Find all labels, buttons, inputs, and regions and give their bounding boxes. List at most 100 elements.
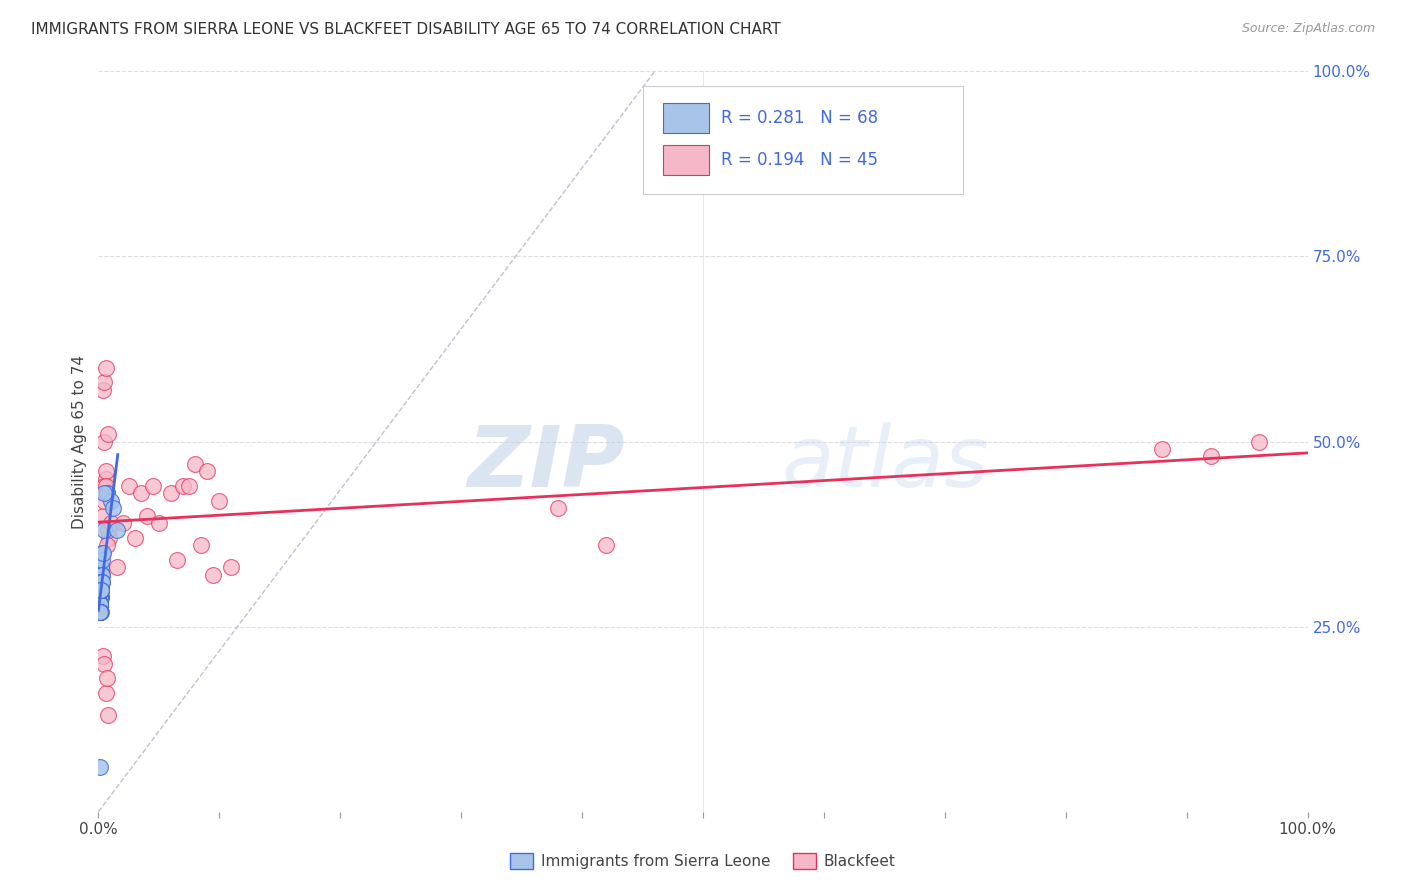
Text: IMMIGRANTS FROM SIERRA LEONE VS BLACKFEET DISABILITY AGE 65 TO 74 CORRELATION CH: IMMIGRANTS FROM SIERRA LEONE VS BLACKFEE…	[31, 22, 780, 37]
Point	[148, 516, 170, 530]
Point	[91, 546, 114, 560]
Bar	[664, 103, 709, 133]
Point	[90, 582, 112, 597]
Point	[91, 383, 114, 397]
Point	[91, 575, 114, 590]
Point	[90, 582, 112, 597]
Point	[90, 582, 112, 597]
Point	[89, 605, 111, 619]
Text: Source: ZipAtlas.com: Source: ZipAtlas.com	[1241, 22, 1375, 36]
Point	[118, 479, 141, 493]
Point	[179, 479, 201, 493]
Point	[90, 582, 112, 597]
Point	[93, 657, 115, 671]
Point	[90, 582, 112, 597]
Point	[89, 605, 111, 619]
Text: ZIP: ZIP	[467, 422, 624, 505]
Point	[89, 598, 111, 612]
Point	[93, 376, 115, 390]
Point	[94, 479, 117, 493]
Point	[94, 471, 117, 485]
Text: R = 0.281   N = 68: R = 0.281 N = 68	[721, 109, 879, 127]
Point	[89, 598, 111, 612]
Point	[90, 582, 112, 597]
Point	[89, 605, 111, 619]
Point	[89, 605, 111, 619]
Point	[90, 582, 112, 597]
Point	[96, 486, 118, 500]
Point	[90, 582, 112, 597]
Point	[90, 582, 112, 597]
Point	[93, 486, 115, 500]
Point	[91, 567, 114, 582]
Point	[101, 501, 124, 516]
Point	[184, 457, 207, 471]
Point	[89, 760, 111, 774]
Point	[208, 493, 231, 508]
Point	[93, 434, 115, 449]
Point	[547, 501, 569, 516]
Point	[94, 360, 117, 375]
Point	[96, 672, 118, 686]
Point	[93, 524, 115, 538]
Point	[89, 598, 111, 612]
Legend: Immigrants from Sierra Leone, Blackfeet: Immigrants from Sierra Leone, Blackfeet	[505, 847, 901, 875]
Point	[89, 598, 111, 612]
Point	[90, 560, 112, 574]
Point	[97, 427, 120, 442]
Point	[96, 538, 118, 552]
Point	[90, 560, 112, 574]
Point	[90, 575, 112, 590]
Point	[90, 575, 112, 590]
Point	[90, 582, 112, 597]
Point	[90, 590, 112, 604]
Point	[202, 567, 225, 582]
Point	[90, 575, 112, 590]
Point	[91, 553, 114, 567]
Point	[89, 582, 111, 597]
Point	[105, 524, 128, 538]
Point	[129, 486, 152, 500]
Point	[89, 590, 111, 604]
Point	[1249, 434, 1271, 449]
Point	[89, 605, 111, 619]
Point	[90, 582, 112, 597]
Point	[96, 486, 118, 500]
Point	[94, 464, 117, 478]
Point	[111, 516, 134, 530]
Point	[89, 582, 111, 597]
Point	[160, 486, 183, 500]
Point	[190, 538, 212, 552]
Point	[90, 582, 112, 597]
Bar	[664, 145, 709, 175]
Point	[94, 686, 117, 700]
Point	[595, 538, 617, 552]
Point	[89, 605, 111, 619]
Point	[221, 560, 243, 574]
Point	[90, 590, 112, 604]
Point	[93, 479, 115, 493]
Y-axis label: Disability Age 65 to 74: Disability Age 65 to 74	[72, 354, 87, 529]
Point	[195, 464, 218, 478]
Point	[89, 598, 111, 612]
Point	[90, 575, 112, 590]
Point	[90, 582, 112, 597]
Text: atlas: atlas	[782, 422, 990, 505]
Point	[89, 605, 111, 619]
Point	[89, 598, 111, 612]
Point	[91, 649, 114, 664]
Point	[98, 531, 121, 545]
Point	[89, 598, 111, 612]
Point	[97, 524, 120, 538]
Point	[93, 493, 115, 508]
Text: R = 0.194   N = 45: R = 0.194 N = 45	[721, 152, 879, 169]
Point	[90, 582, 112, 597]
Point	[89, 590, 111, 604]
Point	[100, 493, 122, 508]
FancyBboxPatch shape	[643, 87, 963, 194]
Point	[91, 575, 114, 590]
Point	[105, 560, 128, 574]
Point	[90, 605, 112, 619]
Point	[90, 575, 112, 590]
Point	[89, 582, 111, 597]
